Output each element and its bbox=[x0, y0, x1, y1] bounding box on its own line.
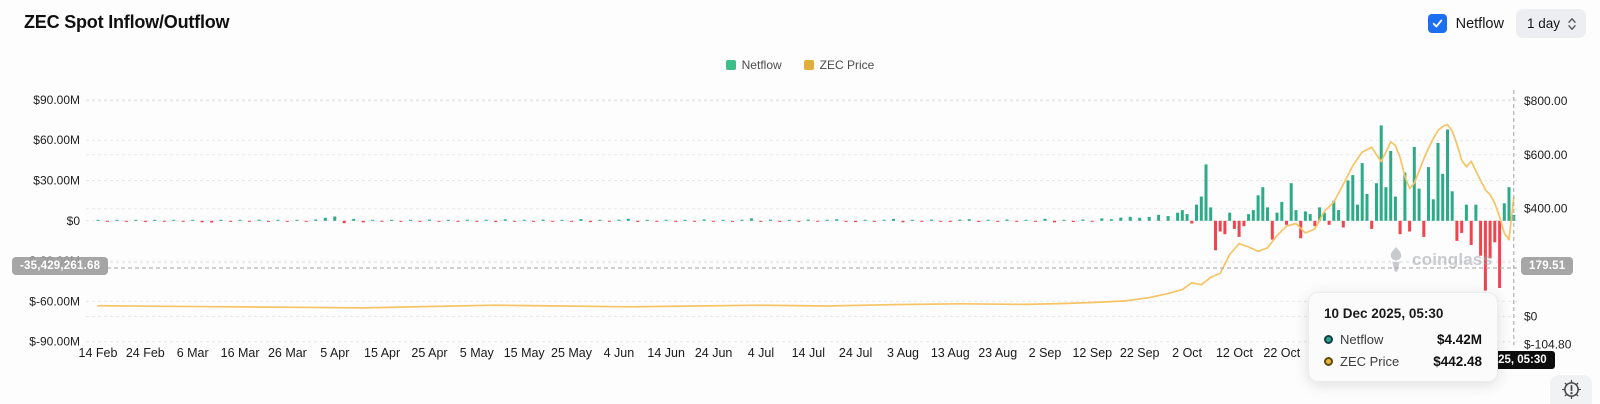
legend-item-netflow[interactable]: Netflow bbox=[725, 58, 782, 72]
page-title: ZEC Spot Inflow/Outflow bbox=[24, 12, 230, 32]
chart-tooltip: 10 Dec 2025, 05:30 Netflow $4.42M ZEC Pr… bbox=[1308, 292, 1498, 382]
zec-price-dot-icon bbox=[1324, 357, 1333, 366]
svg-text:24 Jun: 24 Jun bbox=[695, 346, 733, 360]
svg-text:12 Sep: 12 Sep bbox=[1072, 346, 1112, 360]
tooltip-netflow-value: $4.42M bbox=[1436, 332, 1482, 347]
svg-text:15 Apr: 15 Apr bbox=[364, 346, 400, 360]
svg-text:25 Apr: 25 Apr bbox=[411, 346, 447, 360]
netflow-checkbox[interactable] bbox=[1427, 14, 1447, 33]
netflow-toggle[interactable]: Netflow bbox=[1427, 14, 1504, 33]
svg-text:6 Mar: 6 Mar bbox=[177, 346, 209, 360]
svg-text:23 Aug: 23 Aug bbox=[978, 346, 1017, 360]
svg-text:14 Jul: 14 Jul bbox=[792, 346, 825, 360]
svg-text:$-90.00M: $-90.00M bbox=[29, 335, 80, 349]
interval-select[interactable]: 1 day bbox=[1515, 9, 1586, 38]
svg-text:$0: $0 bbox=[1524, 310, 1538, 324]
svg-text:2 Oct: 2 Oct bbox=[1172, 346, 1202, 360]
chart-controls: Netflow 1 day bbox=[1427, 9, 1586, 38]
tooltip-row-zec-price: ZEC Price $442.48 bbox=[1324, 354, 1482, 369]
legend-item-zec-price[interactable]: ZEC Price bbox=[803, 58, 875, 72]
tooltip-zec-price-value: $442.48 bbox=[1433, 354, 1482, 369]
tooltip-row-netflow: Netflow $4.42M bbox=[1324, 332, 1482, 347]
svg-text:$0: $0 bbox=[67, 214, 81, 228]
svg-text:$-60.00M: $-60.00M bbox=[29, 294, 80, 308]
svg-text:$-104.80: $-104.80 bbox=[1524, 338, 1572, 352]
svg-text:25 May: 25 May bbox=[551, 346, 593, 360]
svg-text:15 May: 15 May bbox=[504, 346, 546, 360]
svg-text:24 Feb: 24 Feb bbox=[126, 346, 165, 360]
tooltip-date: 10 Dec 2025, 05:30 bbox=[1324, 306, 1444, 321]
netflow-swatch bbox=[725, 60, 736, 70]
svg-text:13 Aug: 13 Aug bbox=[931, 346, 970, 360]
x-axis-labels: 14 Feb 24 Feb 6 Mar 16 Mar 26 Mar 5 Apr 15 Apr… bbox=[79, 346, 1301, 360]
svg-text:24 Jul: 24 Jul bbox=[839, 346, 872, 360]
chevron-updown-icon bbox=[1568, 17, 1576, 30]
svg-text:12 Oct: 12 Oct bbox=[1216, 346, 1253, 360]
svg-text:16 Mar: 16 Mar bbox=[221, 346, 260, 360]
svg-text:5 Apr: 5 Apr bbox=[320, 346, 349, 360]
legend-label-netflow: Netflow bbox=[741, 58, 782, 72]
svg-text:14 Feb: 14 Feb bbox=[79, 346, 118, 360]
svg-text:3 Aug: 3 Aug bbox=[887, 346, 919, 360]
right-axis-labels: $800.00 $600.00 $400.00 $0 $-104.80 bbox=[1524, 94, 1572, 352]
svg-text:$600.00: $600.00 bbox=[1524, 148, 1568, 162]
svg-text:4 Jul: 4 Jul bbox=[748, 346, 774, 360]
interval-value: 1 day bbox=[1526, 16, 1560, 31]
gridlines bbox=[86, 99, 1517, 343]
netflow-toggle-label: Netflow bbox=[1455, 15, 1504, 32]
svg-text:26 Mar: 26 Mar bbox=[268, 346, 307, 360]
svg-text:$400.00: $400.00 bbox=[1524, 202, 1568, 216]
svg-text:$60.00M: $60.00M bbox=[33, 133, 80, 147]
svg-text:22 Sep: 22 Sep bbox=[1120, 346, 1160, 360]
report-issue-button[interactable] bbox=[1550, 375, 1592, 404]
alert-badge-icon bbox=[1561, 379, 1581, 400]
legend-label-zec-price: ZEC Price bbox=[819, 58, 875, 72]
svg-text:4 Jun: 4 Jun bbox=[604, 346, 635, 360]
zec-price-swatch bbox=[803, 60, 814, 70]
left-axis-labels: $90.00M$60.00M$30.00M$0$-30.00M$-60.00M$… bbox=[29, 93, 80, 349]
svg-text:$800.00: $800.00 bbox=[1524, 94, 1568, 108]
svg-text:$30.00M: $30.00M bbox=[33, 174, 80, 188]
netflow-dot-icon bbox=[1324, 335, 1333, 344]
crosshair-left-axis-label: -35,429,261.68 bbox=[12, 257, 109, 275]
crosshair-right-axis-label: 179.51 bbox=[1521, 257, 1574, 275]
svg-text:5 May: 5 May bbox=[460, 346, 495, 360]
crosshair-lines bbox=[86, 90, 1517, 345]
netflow-bars bbox=[96, 125, 1516, 291]
checkmark-icon bbox=[1432, 19, 1442, 28]
svg-text:2 Sep: 2 Sep bbox=[1029, 346, 1062, 360]
chart-legend: Netflow ZEC Price bbox=[0, 58, 1600, 72]
svg-text:14 Jun: 14 Jun bbox=[647, 346, 685, 360]
zec-price-line bbox=[97, 123, 1515, 309]
svg-text:$90.00M: $90.00M bbox=[33, 93, 80, 107]
tooltip-zec-price-label: ZEC Price bbox=[1340, 354, 1400, 369]
tooltip-netflow-label: Netflow bbox=[1340, 332, 1384, 347]
svg-text:22 Oct: 22 Oct bbox=[1263, 346, 1300, 360]
